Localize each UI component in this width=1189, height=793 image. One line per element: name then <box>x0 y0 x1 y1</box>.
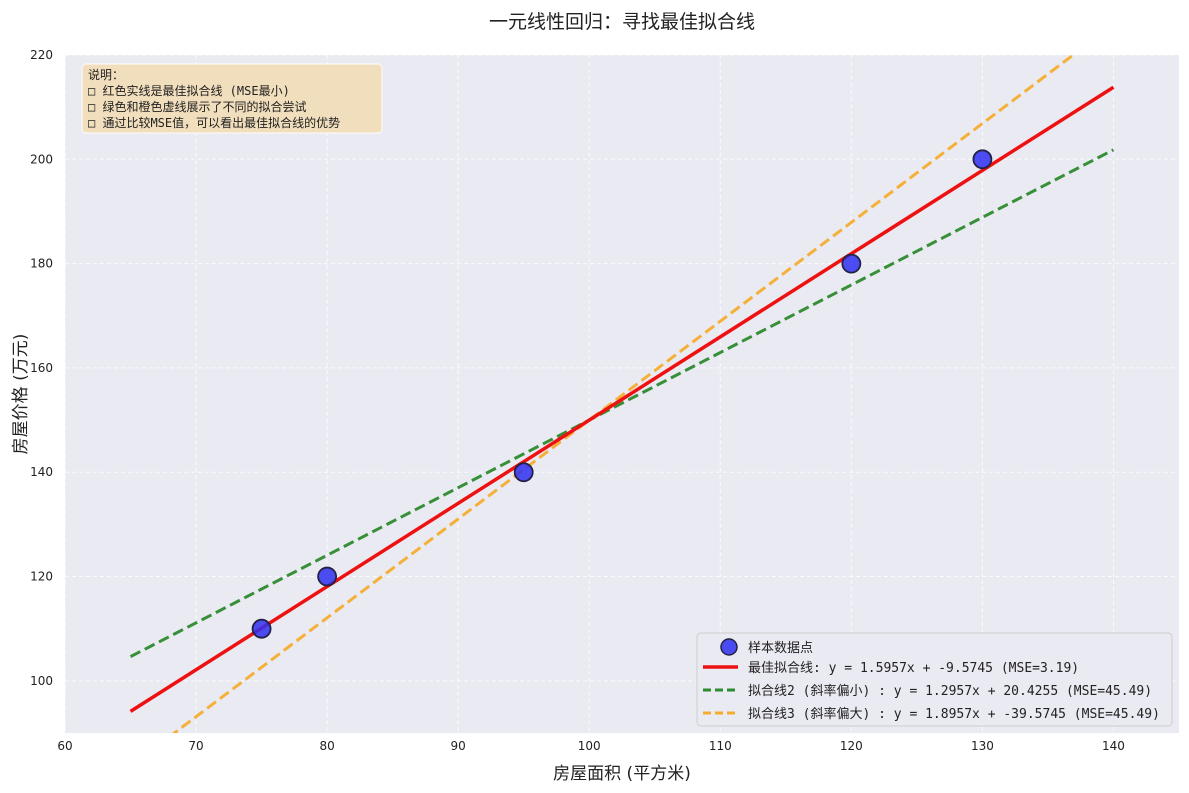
annotation-line: 说明： <box>88 67 124 82</box>
y-tick-label: 220 <box>30 48 53 62</box>
annotation-line: □ 通过比较MSE值，可以看出最佳拟合线的优势 <box>88 115 340 130</box>
line-layer <box>129 55 1115 733</box>
tick-layer: 60 70 80 90 100 110 120 130 140 100 120 140 160 180 20… <box>30 48 1125 753</box>
fit-line-best <box>129 85 1115 713</box>
legend-label-best: 最佳拟合线: y = 1.5957x + -9.5745 (MSE=3.19) <box>748 661 1079 676</box>
y-tick-label: 100 <box>30 674 53 688</box>
x-tick-label: 100 <box>578 739 601 753</box>
y-tick-label: 140 <box>30 465 53 479</box>
data-point <box>841 253 862 274</box>
annotation-line: □ 红色实线是最佳拟合线 (MSE最小) <box>88 83 290 98</box>
x-tick-label: 70 <box>188 739 203 753</box>
fit-line-3 <box>171 55 1076 733</box>
x-axis-label: 房屋面积 (平方米) <box>553 764 691 784</box>
y-tick-label: 180 <box>30 257 53 271</box>
point-layer <box>251 149 993 639</box>
annotation-box: 说明： □ 红色实线是最佳拟合线 (MSE最小) □ 绿色和橙色虚线展示了不同的… <box>81 63 383 134</box>
x-tick-label: 130 <box>971 739 994 753</box>
data-point <box>513 462 534 483</box>
annotation-background <box>81 63 383 134</box>
y-tick-label: 200 <box>30 152 53 166</box>
fit-line-2 <box>129 148 1115 658</box>
data-point <box>972 149 993 170</box>
x-tick-label: 120 <box>840 739 863 753</box>
legend-label-fit3: 拟合线3 (斜率偏大) : y = 1.8957x + -39.5745 (MS… <box>748 706 1160 722</box>
legend: 样本数据点 最佳拟合线: y = 1.5957x + -9.5745 (MSE=… <box>696 632 1173 727</box>
y-axis-label: 房屋价格 (万元) <box>11 334 31 455</box>
x-tick-label: 110 <box>709 739 732 753</box>
y-tick-label: 160 <box>30 361 53 375</box>
chart-title: 一元线性回归：寻找最佳拟合线 <box>489 11 755 33</box>
x-tick-label: 90 <box>451 739 466 753</box>
legend-marker-points <box>720 638 738 656</box>
x-tick-label: 80 <box>319 739 334 753</box>
grid-layer <box>64 54 1179 733</box>
x-tick-label: 140 <box>1102 739 1125 753</box>
data-point <box>251 618 272 639</box>
data-point <box>317 566 338 587</box>
annotation-line: □ 绿色和橙色虚线展示了不同的拟合尝试 <box>88 99 306 114</box>
x-tick-label: 60 <box>57 739 72 753</box>
legend-label-fit2: 拟合线2 (斜率偏小) : y = 1.2957x + 20.4255 (MSE… <box>748 683 1152 699</box>
legend-label-points: 样本数据点 <box>748 641 813 656</box>
y-tick-label: 120 <box>30 570 53 584</box>
legend-background <box>696 632 1173 727</box>
